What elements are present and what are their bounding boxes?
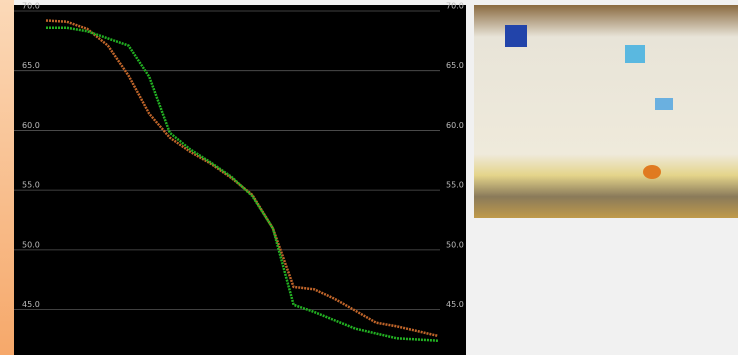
y-tick-label: 70.0 (22, 1, 40, 10)
photo (474, 5, 738, 218)
y-tick-label: 55.0 (22, 181, 40, 190)
y2-tick-label: 55.0 (446, 181, 464, 190)
screen: 70.0 70.0 65.0 65.0 60.0 60.0 55.0 55.0 50.0 50.0… (0, 0, 738, 355)
y2-tick-label: 50.0 (446, 240, 464, 249)
photo-orange-spot (643, 165, 661, 179)
page: {"chart_data":{"type":"line", "ylim":[41… (0, 0, 738, 355)
side-strip (0, 0, 14, 355)
y2-tick-label: 60.0 (446, 121, 464, 130)
y-tick-label: 45.0 (22, 300, 40, 309)
y-tick-label: 50.0 (22, 240, 40, 249)
photo-cyan-spot (625, 45, 645, 63)
photo-cyan-spot (655, 98, 673, 110)
y2-tick-label: 65.0 (446, 61, 464, 70)
y2-tick-label: 70.0 (446, 1, 464, 10)
y-tick-label: 65.0 (22, 61, 40, 70)
y-tick-label: 60.0 (22, 121, 40, 130)
photo-blue-spot (505, 25, 527, 47)
plot-area (14, 5, 466, 355)
y2-tick-label: 45.0 (446, 300, 464, 309)
